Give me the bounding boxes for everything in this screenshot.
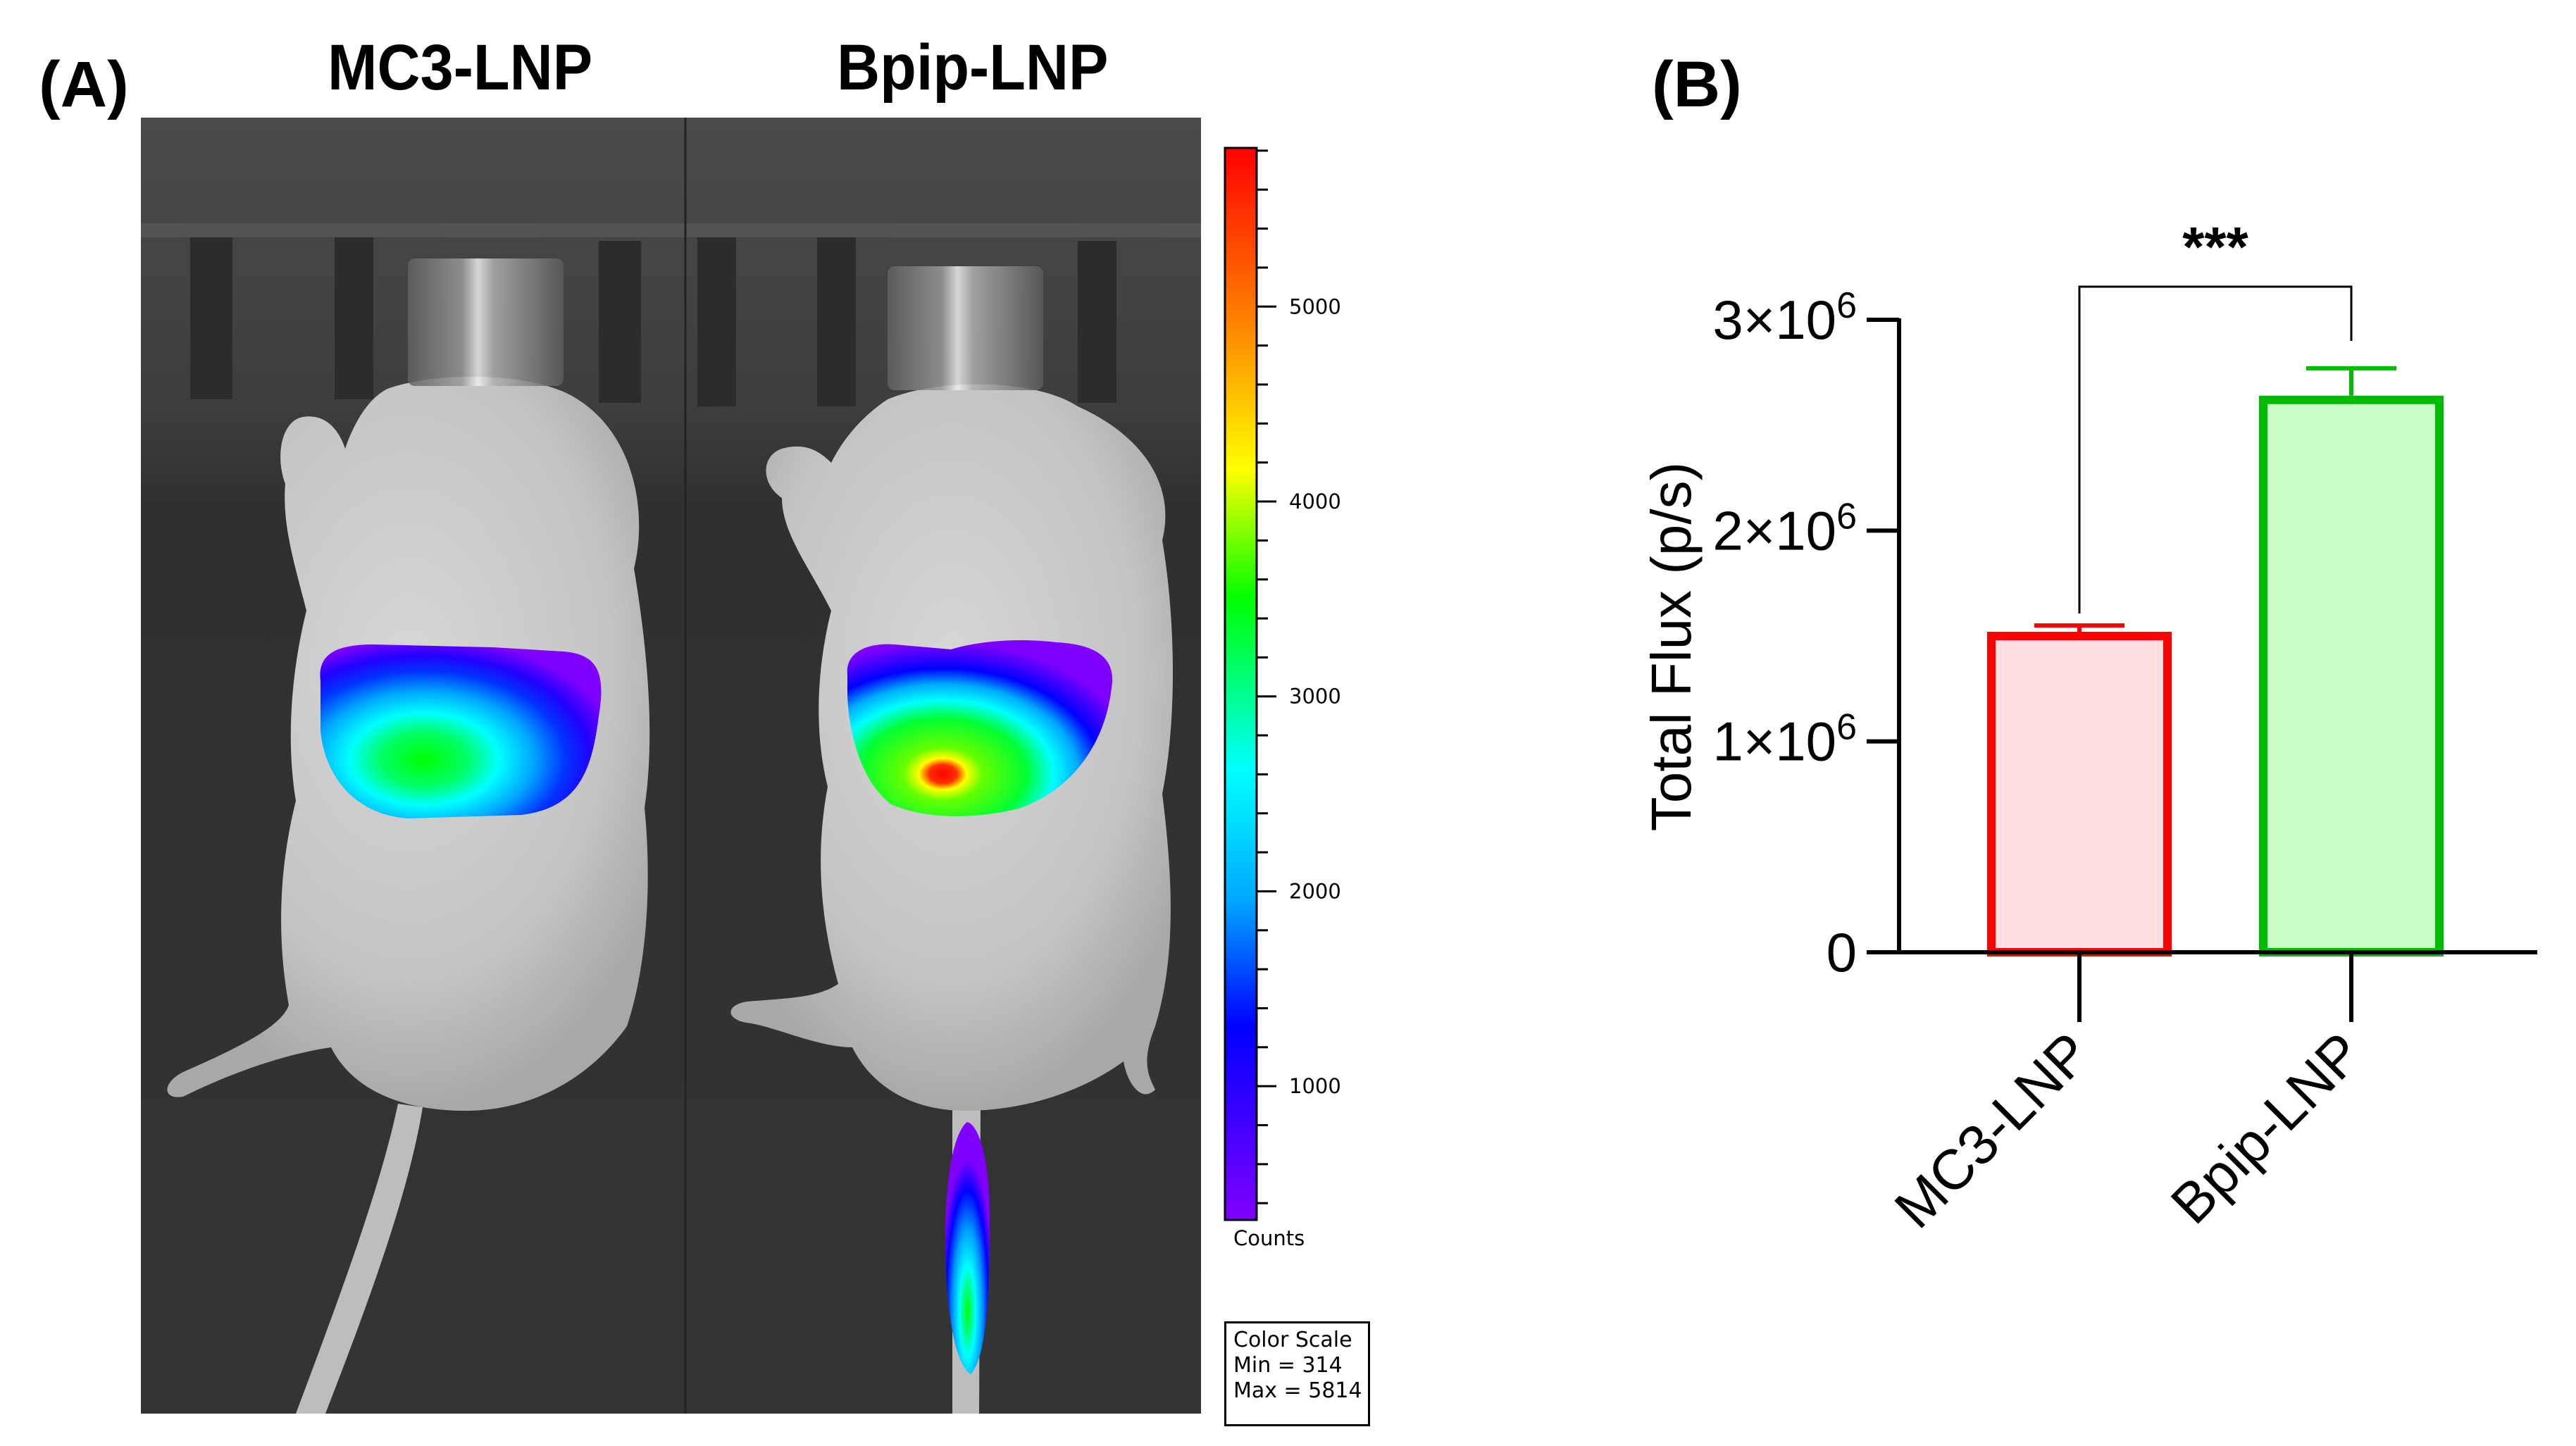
- group-title-mc3: MC3-LNP: [328, 32, 593, 104]
- colorbar-tick-label: 2000: [1289, 879, 1341, 903]
- colorbar-tick-label: 3000: [1289, 685, 1341, 709]
- color-scale-title: Color Scale: [1233, 1328, 1352, 1352]
- colorbar-tick-label: 4000: [1289, 490, 1341, 513]
- y-tick-label-exponent: 6: [1836, 285, 1857, 326]
- y-tick-label-exponent: 6: [1836, 707, 1857, 748]
- x-tick-label: Bpip-LNP: [2159, 1021, 2374, 1235]
- colorbar-tick-label: 1000: [1289, 1074, 1341, 1098]
- y-tick-label-base: 3×10: [1712, 289, 1836, 351]
- mouse-tail: [296, 1104, 423, 1414]
- y-axis-title: Total Flux (p/s): [1640, 462, 1703, 832]
- y-tick-label: 0: [1827, 921, 1857, 983]
- color-scale-max: Max = 5814: [1233, 1378, 1362, 1403]
- colorbar: 1000 2000 3000 4000 5000 Counts: [1224, 147, 1341, 1250]
- color-scale-min: Min = 314: [1233, 1353, 1343, 1378]
- colorbar-bar: [1224, 147, 1258, 1221]
- y-tick-label-base: 2×10: [1712, 499, 1836, 561]
- bar-mc3-lnp: [1987, 632, 2172, 956]
- y-tick-label-exponent: 6: [1836, 496, 1857, 537]
- y-tick-label-base: 1×10: [1712, 711, 1836, 773]
- colorbar-unit-label: Counts: [1233, 1226, 1305, 1250]
- colorbar-ticks: 1000 2000 3000 4000 5000: [1257, 149, 1341, 1204]
- mouse-right: [730, 266, 1173, 1414]
- y-tick-label-base: 0: [1827, 921, 1857, 983]
- nose-cone: [408, 258, 564, 386]
- y-tick-label: 3×106: [1712, 285, 1857, 351]
- x-tick-label: MC3-LNP: [1883, 1021, 2102, 1240]
- y-tick-label: 1×106: [1712, 707, 1857, 773]
- color-scale-box: Color Scale Min = 314 Max = 5814: [1224, 1321, 1370, 1426]
- panel-b-label: (B): [1652, 49, 1742, 120]
- colorbar-tick-label: 5000: [1289, 294, 1341, 318]
- group-title-bpip: Bpip-LNP: [837, 32, 1109, 104]
- significance-label: ***: [2182, 216, 2248, 278]
- roi-signal-tail: [945, 1122, 990, 1374]
- y-tick-label: 2×106: [1712, 496, 1857, 561]
- significance-bracket: [2078, 285, 2353, 613]
- holder-posts: [141, 223, 1201, 406]
- mouse-left: [167, 258, 650, 1414]
- panel-a-label: (A): [39, 49, 129, 120]
- nose-cone: [888, 266, 1043, 390]
- roi-signal-liver: [847, 640, 1113, 816]
- roi-signal-liver: [320, 644, 602, 818]
- bar-bpip-lnp: [2259, 395, 2444, 956]
- bioluminescence-image: [141, 118, 1201, 1414]
